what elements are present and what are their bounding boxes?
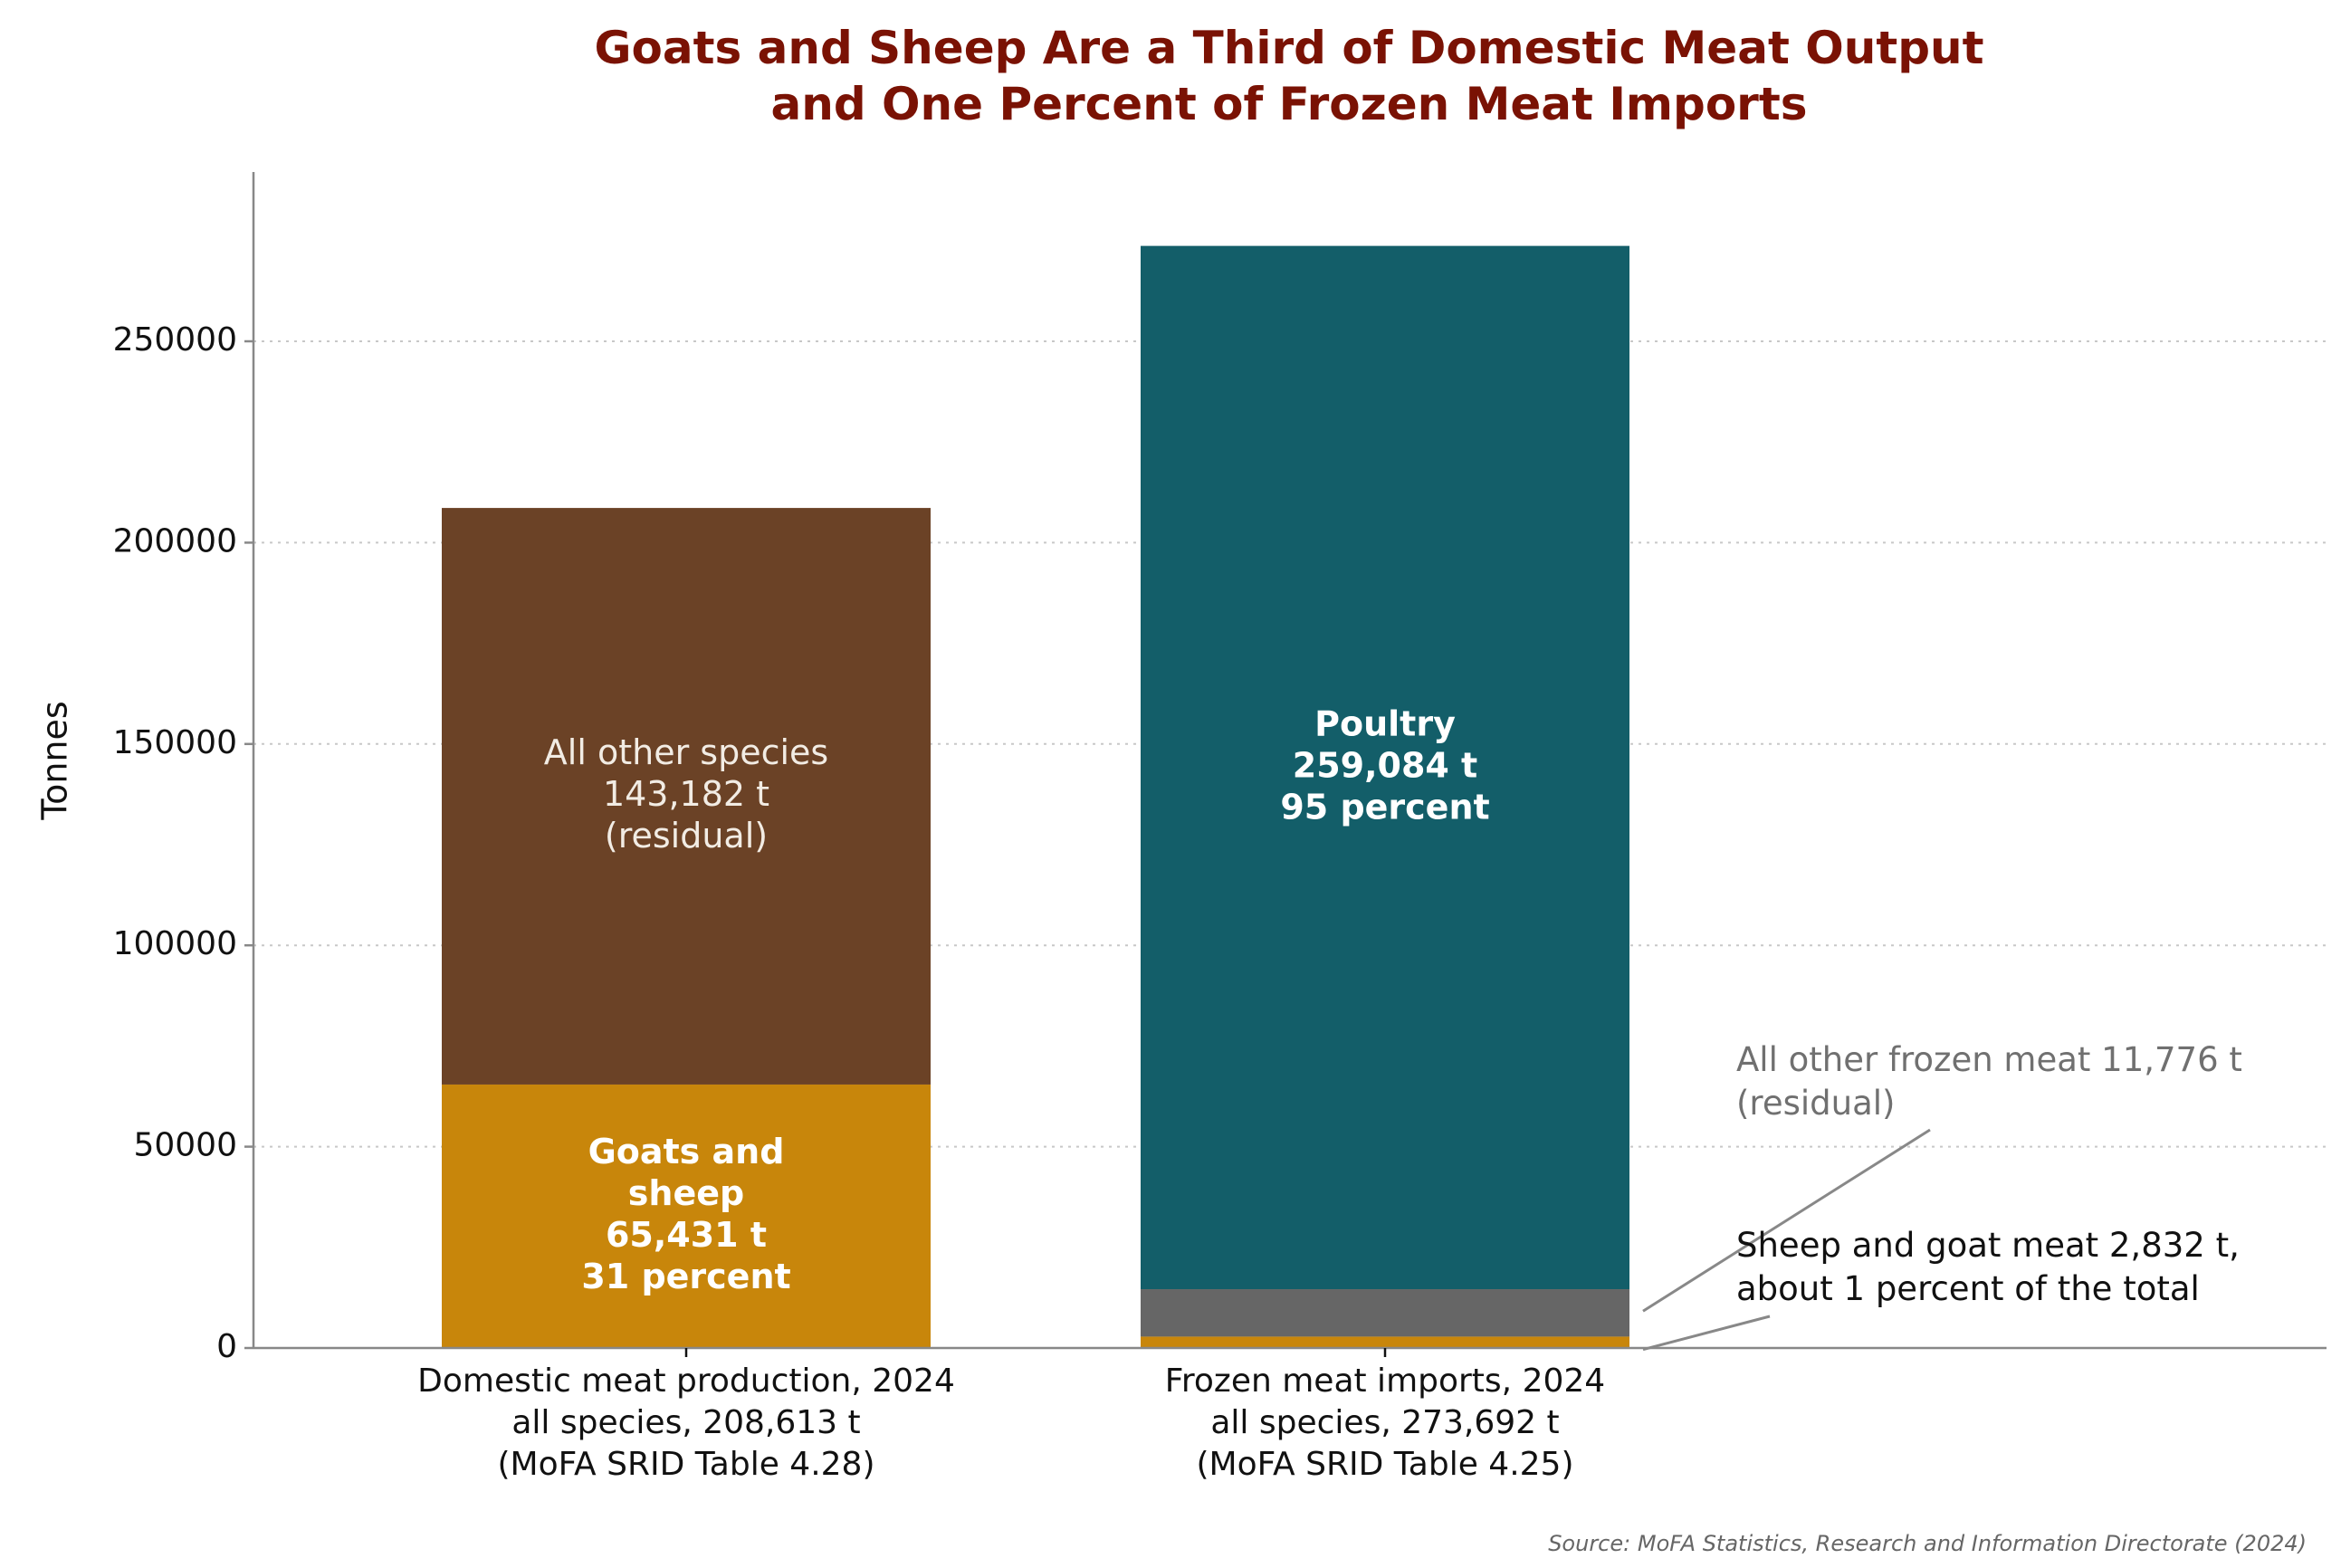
segment-label: 31 percent bbox=[581, 1257, 790, 1296]
chart-title: Goats and Sheep Are a Third of Domestic … bbox=[594, 22, 1983, 130]
bar-segment bbox=[442, 1084, 931, 1348]
annotation-text: All other frozen meat 11,776 t bbox=[1736, 1040, 2242, 1079]
x-tick-label: all species, 273,692 t bbox=[1210, 1404, 1559, 1441]
bar-segment bbox=[1141, 1289, 1629, 1337]
x-tick-label: all species, 208,613 t bbox=[511, 1404, 860, 1441]
y-tick-label: 100000 bbox=[113, 925, 237, 962]
y-axis-label: Tonnes bbox=[35, 701, 75, 820]
y-tick-label: 0 bbox=[216, 1328, 237, 1365]
bars bbox=[442, 245, 1629, 1348]
segment-label: 95 percent bbox=[1280, 787, 1489, 827]
y-tick-label: 200000 bbox=[113, 522, 237, 559]
y-tick-label: 250000 bbox=[113, 321, 237, 359]
segment-label: sheep bbox=[628, 1173, 744, 1213]
bar-segment bbox=[442, 508, 931, 1085]
title-line: Goats and Sheep Are a Third of Domestic … bbox=[594, 22, 1983, 74]
segment-label: Goats and bbox=[588, 1132, 785, 1171]
source-note: Source: MoFA Statistics, Research and In… bbox=[1548, 1531, 2307, 1556]
segment-label: All other species bbox=[544, 732, 828, 772]
x-tick-label: (MoFA SRID Table 4.25) bbox=[1197, 1446, 1574, 1483]
segment-label: 143,182 t bbox=[603, 774, 769, 814]
annotation-text: Sheep and goat meat 2,832 t, bbox=[1736, 1226, 2240, 1265]
axes bbox=[252, 172, 2327, 1350]
bar-segment bbox=[1141, 1336, 1629, 1348]
x-tick-label: (MoFA SRID Table 4.28) bbox=[498, 1446, 875, 1483]
annotation-text: about 1 percent of the total bbox=[1736, 1269, 2200, 1308]
y-tick-label: 150000 bbox=[113, 724, 237, 761]
annotations: All other frozen meat 11,776 t (residual)… bbox=[1642, 1040, 2242, 1352]
y-tick-label: 50000 bbox=[133, 1127, 237, 1164]
segment-label: 259,084 t bbox=[1293, 745, 1477, 785]
x-tick-label: Domestic meat production, 2024 bbox=[417, 1362, 955, 1400]
bar-segment bbox=[1141, 245, 1629, 1290]
annotation-leader bbox=[1642, 1315, 1771, 1352]
annotation-text: (residual) bbox=[1736, 1084, 1895, 1123]
segment-label: Poultry bbox=[1314, 703, 1456, 743]
segment-label: (residual) bbox=[605, 816, 768, 856]
segment-label: 65,431 t bbox=[606, 1215, 767, 1255]
x-tick-label: Frozen meat imports, 2024 bbox=[1165, 1362, 1605, 1400]
title-line: and One Percent of Frozen Meat Imports bbox=[771, 78, 1808, 130]
ticks: 0 50000 100000 150000 200000 250000 Domestic m… bbox=[113, 321, 1606, 1483]
annotation-leader bbox=[1642, 1128, 1931, 1313]
